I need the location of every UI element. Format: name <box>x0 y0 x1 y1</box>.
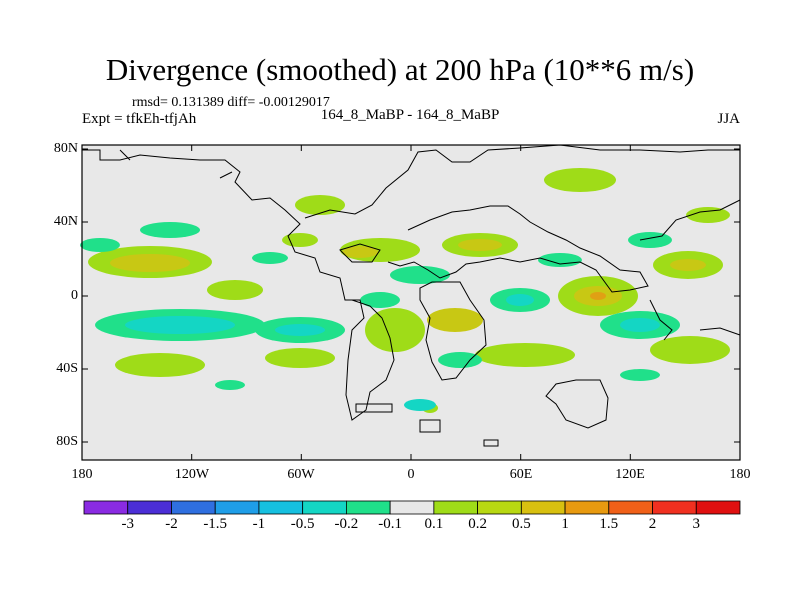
colorbar-label: 2 <box>648 516 657 532</box>
colorbar-swatch <box>608 500 653 515</box>
comparison-label: 164_8_MaBP - 164_8_MaBP <box>320 107 500 123</box>
colorbar-swatch <box>389 500 435 515</box>
y-tick-label: 0 <box>71 288 78 303</box>
x-tick-label: 0 <box>407 467 415 482</box>
colorbar-swatch <box>302 500 347 515</box>
colorbar-swatch <box>652 500 697 515</box>
colorbar-swatch <box>520 500 566 515</box>
colorbar-swatch <box>127 500 172 515</box>
colorbar-label: -1 <box>252 516 266 532</box>
colorbar-label: 0.5 <box>511 516 531 532</box>
season-label: JJA <box>717 111 740 127</box>
colorbar-label: 0.2 <box>468 516 487 532</box>
colorbar-swatch <box>433 500 479 515</box>
experiment-label: Expt = tfkEh-tfjAh <box>82 111 197 127</box>
colorbar-label: -1.5 <box>203 516 228 532</box>
x-tick-label: 60E <box>509 467 533 482</box>
colorbar-swatch <box>258 500 304 515</box>
colorbar-swatch <box>171 500 216 515</box>
colorbar-swatch <box>477 500 522 515</box>
colorbar-label: 1.5 <box>599 516 619 532</box>
colorbar-label: 3 <box>692 516 701 532</box>
x-tick-label: 180 <box>729 467 751 482</box>
x-tick-label: 120W <box>174 467 210 482</box>
colorbar-label: -2 <box>165 516 178 532</box>
colorbar-swatch <box>214 500 260 515</box>
y-tick-label: 80N <box>53 141 78 156</box>
map-background <box>82 145 740 460</box>
y-tick-label: 40S <box>56 361 78 376</box>
colorbar-label: -3 <box>121 516 134 532</box>
x-tick-label: 120E <box>615 467 645 482</box>
y-tick-label: 80S <box>56 434 78 449</box>
x-tick-label: 180 <box>71 467 93 482</box>
positive-divergence-contours <box>88 168 730 413</box>
colorbar <box>83 500 741 515</box>
colorbar-label: -0.5 <box>290 516 315 532</box>
colorbar-swatch <box>695 500 741 515</box>
colorbar-label: 0.1 <box>424 516 444 532</box>
coastlines <box>82 144 741 447</box>
y-tick-label: 40N <box>53 214 78 229</box>
colorbar-swatch <box>564 500 610 515</box>
colorbar-swatch <box>345 500 391 515</box>
plot-title: Divergence (smoothed) at 200 hPa (10**6 … <box>105 52 695 87</box>
stats-line: rmsd= 0.131389 diff= -0.00129017 <box>132 95 330 110</box>
x-tick-label: 60W <box>287 467 315 482</box>
colorbar-swatch <box>83 500 129 515</box>
axis-ticks <box>82 145 740 460</box>
colorbar-label: -0.2 <box>334 516 359 532</box>
colorbar-label: -0.1 <box>378 516 402 532</box>
colorbar-label: 1 <box>561 516 569 532</box>
negative-divergence-contours <box>80 222 680 411</box>
